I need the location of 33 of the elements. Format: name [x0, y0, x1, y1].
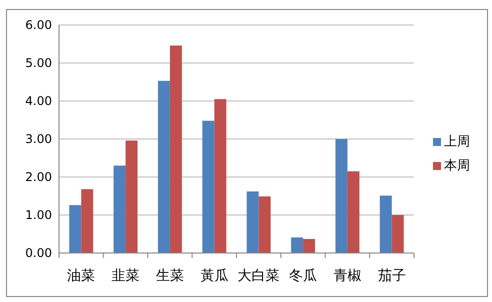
bar	[202, 120, 214, 253]
bar	[303, 238, 316, 253]
x-tick-label: 青椒	[333, 268, 362, 284]
y-tick-label: 1.00	[25, 208, 52, 222]
bar	[69, 205, 82, 253]
bar	[81, 189, 94, 253]
bar	[335, 139, 348, 253]
bar	[380, 196, 392, 253]
x-tick-label: 茄子	[378, 268, 406, 284]
y-tick-label: 6.00	[25, 18, 52, 32]
bar	[114, 166, 126, 253]
bar	[291, 237, 304, 253]
legend-label: 本周	[444, 158, 470, 174]
y-tick-label: 0.00	[25, 246, 52, 260]
legend-label: 上周	[444, 134, 470, 150]
x-tick-label: 大白菜	[238, 268, 280, 284]
x-tick-label: 油菜	[67, 268, 96, 284]
bar	[158, 80, 170, 253]
bar	[392, 215, 404, 253]
x-tick-label: 黃瓜	[200, 268, 228, 284]
y-tick-label: 2.00	[25, 170, 52, 184]
x-tick-label: 冬瓜	[289, 268, 318, 284]
x-tick-label: 生菜	[156, 268, 184, 284]
y-tick-label: 5.00	[25, 56, 52, 70]
bar	[214, 99, 226, 253]
bar	[246, 191, 259, 253]
y-tick-label: 3.00	[25, 132, 52, 146]
x-tick-label: 韭菜	[112, 268, 140, 284]
bar	[258, 196, 271, 253]
bar	[347, 171, 360, 253]
y-tick-label: 4.00	[25, 94, 52, 108]
bar	[170, 46, 182, 253]
bar	[126, 140, 138, 253]
